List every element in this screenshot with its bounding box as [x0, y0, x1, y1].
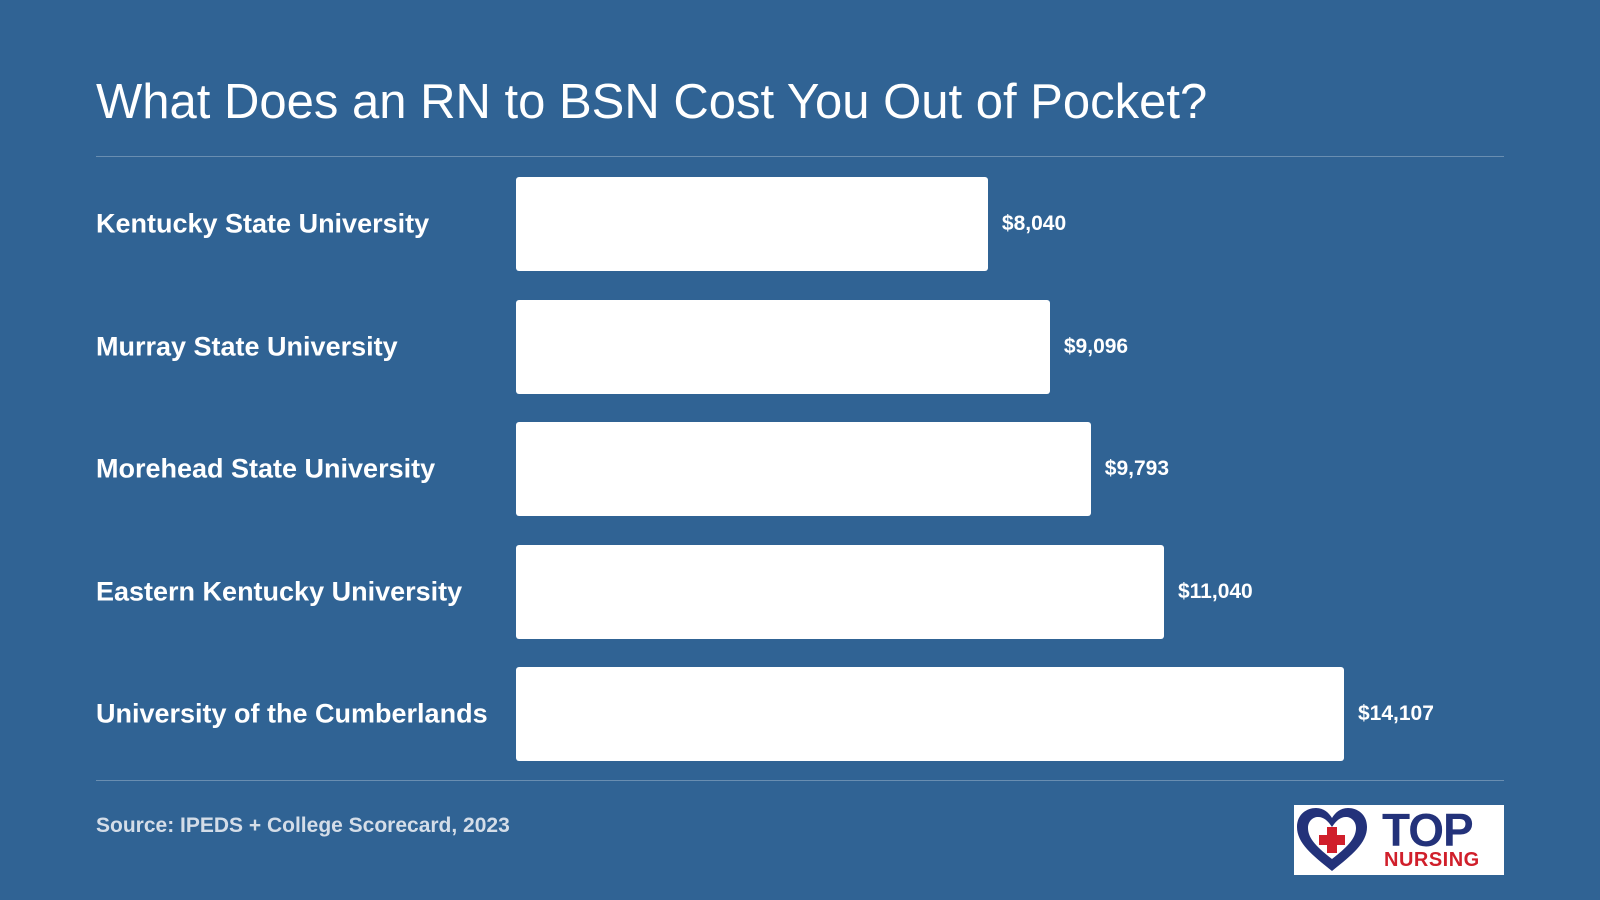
heart-cross-icon: [1297, 808, 1367, 871]
top-divider: [96, 156, 1504, 157]
logo-top-text: TOP: [1382, 805, 1474, 856]
bar: [516, 299, 1050, 394]
category-label: Morehead State University: [96, 453, 436, 484]
logo-bottom-text: NURSING: [1384, 849, 1480, 871]
value-label: $8,040: [1001, 212, 1067, 235]
value-label: $9,096: [1063, 334, 1129, 358]
bar: [516, 422, 1091, 516]
category-label: Kentucky State University: [96, 208, 430, 239]
value-label: $14,107: [1358, 702, 1434, 725]
top-nursing-logo: TOP NURSING: [1294, 805, 1504, 875]
source-note: Source: IPEDS + College Scorecard, 2023: [96, 814, 510, 837]
value-label: $9,793: [1104, 457, 1170, 480]
category-label: Eastern Kentucky University: [96, 576, 463, 606]
category-label: Murray State University: [96, 331, 398, 361]
bar: [516, 544, 1164, 639]
value-label: $11,040: [1177, 579, 1253, 603]
category-label: University of the Cumberlands: [96, 698, 488, 729]
bottom-divider: [96, 780, 1504, 781]
bar: [516, 177, 988, 271]
chart-title: What Does an RN to BSN Cost You Out of P…: [96, 75, 1208, 129]
bar: [516, 667, 1344, 761]
